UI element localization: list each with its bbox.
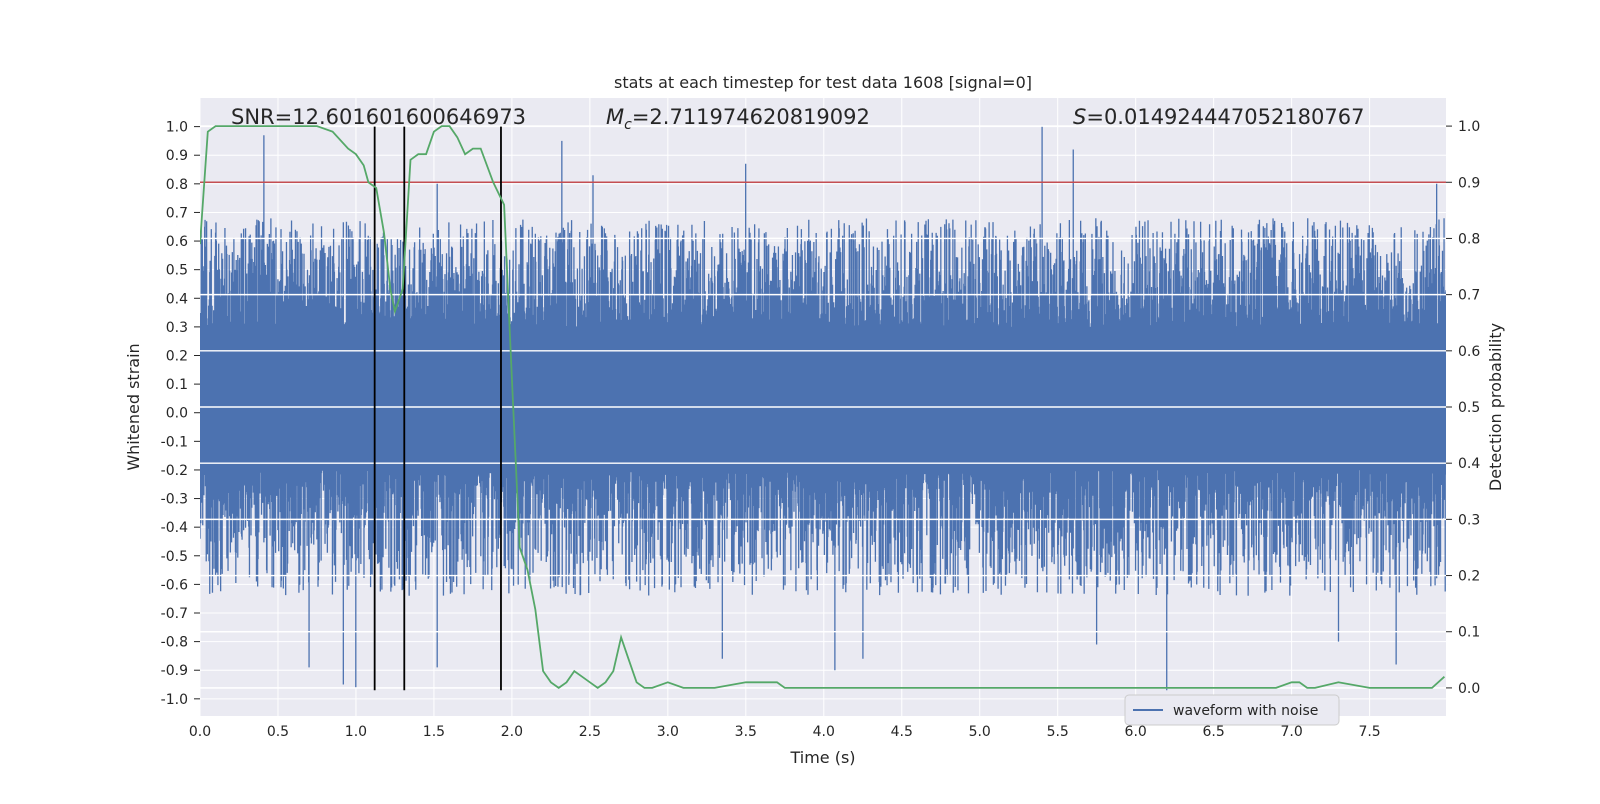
y-right-tick-label: 0.6 bbox=[1458, 344, 1480, 360]
y-tick-label: -1.0 bbox=[161, 692, 188, 708]
chirp-mass-annotation: Mc=2.711974620819092 bbox=[606, 105, 870, 133]
y-tick-label: 0.9 bbox=[166, 148, 188, 164]
y-right-tick-label: 0.7 bbox=[1458, 288, 1480, 304]
x-tick-label: 5.0 bbox=[969, 724, 991, 740]
y-tick-label: 0.7 bbox=[166, 205, 188, 221]
y-tick-label: 0.4 bbox=[166, 291, 188, 307]
y-tick-label: -0.6 bbox=[161, 577, 188, 593]
chart-title: stats at each timestep for test data 160… bbox=[614, 73, 1032, 92]
y-right-tick-label: 1.0 bbox=[1458, 119, 1480, 135]
legend-box bbox=[1124, 694, 1340, 726]
x-tick-label: 4.0 bbox=[813, 724, 835, 740]
y-tick-label: 1.0 bbox=[166, 120, 188, 136]
y-right-tick-label: 0.9 bbox=[1458, 175, 1480, 191]
y-tick-label: -0.8 bbox=[161, 635, 188, 651]
y-tick-label: 0.6 bbox=[166, 234, 188, 250]
y-tick-label: -0.7 bbox=[161, 606, 188, 622]
x-tick-label: 3.0 bbox=[657, 724, 679, 740]
y-right-tick-label: 0.3 bbox=[1458, 512, 1480, 528]
y-tick-label: -0.4 bbox=[161, 520, 188, 536]
y-tick-label: 0.2 bbox=[166, 349, 188, 365]
x-axis-label: Time (s) bbox=[789, 748, 855, 767]
x-tick-label: 3.5 bbox=[735, 724, 757, 740]
y-axis-label: Whitened strain bbox=[124, 343, 143, 470]
x-tick-label: 0.0 bbox=[189, 724, 211, 740]
y-tick-label: -0.1 bbox=[161, 434, 188, 450]
x-tick-label: 6.5 bbox=[1203, 724, 1225, 740]
x-tick-label: 6.0 bbox=[1125, 724, 1147, 740]
detection-probability-line bbox=[200, 125, 1446, 690]
s-value: =0.014924447052180767 bbox=[1086, 105, 1364, 129]
chirp-mass-subscript: c bbox=[624, 117, 632, 133]
y-tick-label: 0.3 bbox=[166, 320, 188, 336]
y-axis-right-label: Detection probability bbox=[1486, 323, 1505, 491]
y-tick-label: 0.5 bbox=[166, 263, 188, 279]
y-tick-label: -0.5 bbox=[161, 549, 188, 565]
x-tick-label: 0.5 bbox=[267, 724, 289, 740]
snr-annotation: SNR=12.601601600646973 bbox=[231, 105, 526, 129]
x-tick-label: 1.5 bbox=[423, 724, 445, 740]
x-tick-label: 2.5 bbox=[579, 724, 601, 740]
chirp-mass-symbol: M bbox=[606, 105, 624, 129]
y-tick-label: -0.2 bbox=[161, 463, 188, 479]
waveform-core-band bbox=[200, 355, 1446, 465]
chirp-mass-value: =2.711974620819092 bbox=[632, 105, 870, 129]
y-right-tick-label: 0.2 bbox=[1458, 569, 1480, 585]
y-right-tick-label: 0.1 bbox=[1458, 625, 1480, 641]
x-tick-label: 5.5 bbox=[1047, 724, 1069, 740]
y-right-tick-label: 0.4 bbox=[1458, 456, 1480, 472]
overlay-lines bbox=[200, 125, 1446, 691]
y-tick-label: -0.9 bbox=[161, 663, 188, 679]
y-right-tick-label: 0.5 bbox=[1458, 400, 1480, 416]
y-tick-label: -0.3 bbox=[161, 492, 188, 508]
x-tick-label: 2.0 bbox=[501, 724, 523, 740]
y-right-tick-label: 0.8 bbox=[1458, 231, 1480, 247]
waveform-series bbox=[200, 125, 1446, 691]
x-tick-label: 7.5 bbox=[1358, 724, 1380, 740]
y-tick-label: 0.1 bbox=[166, 377, 188, 393]
x-tick-label: 7.0 bbox=[1280, 724, 1302, 740]
s-annotation: S=0.014924447052180767 bbox=[1073, 105, 1364, 129]
x-tick-label: 1.0 bbox=[345, 724, 367, 740]
legend: waveform with noise bbox=[1124, 694, 1340, 726]
y-tick-label: 0.0 bbox=[166, 406, 188, 422]
s-symbol: S bbox=[1073, 105, 1086, 129]
y-tick-label: 0.8 bbox=[166, 177, 188, 193]
x-tick-label: 4.5 bbox=[891, 724, 913, 740]
legend-label-waveform: waveform with noise bbox=[1173, 703, 1318, 719]
axis-ticks: 0.0 0.5 1.0 1.5 2.0 2.5 3.0 3.5 4.0 4.5 5.0 5.5 6.0 6… bbox=[161, 119, 1481, 740]
y-right-tick-label: 0.0 bbox=[1458, 681, 1480, 697]
